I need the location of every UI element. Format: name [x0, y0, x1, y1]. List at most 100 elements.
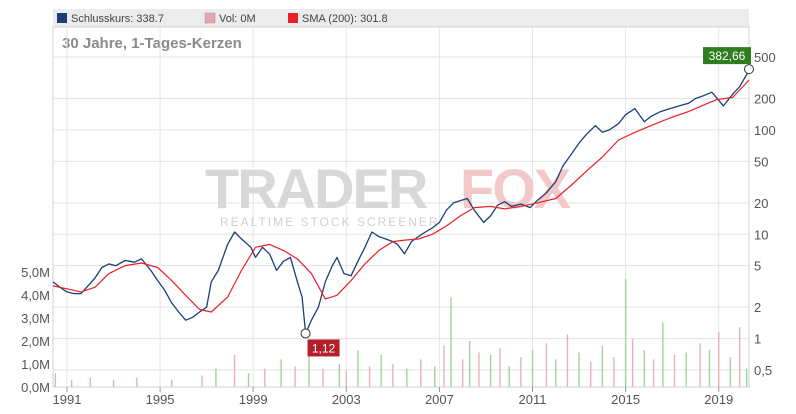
legend-bar: [53, 9, 749, 27]
volume-tick-label: 2,0M: [21, 334, 50, 349]
volume-bar: [590, 361, 592, 387]
series-line-sma: [52, 79, 750, 313]
volume-bar: [280, 359, 282, 387]
volume-bar: [70, 380, 73, 387]
legend-swatch-close[interactable]: [57, 13, 67, 23]
volume-bar: [392, 364, 394, 387]
watermark-brand-left: TRADER: [205, 157, 428, 220]
y-tick-label: 10: [754, 227, 768, 242]
volume-bar: [338, 364, 341, 387]
volume-bar: [624, 278, 627, 387]
x-tick-label: 2007: [425, 392, 454, 407]
annotation-marker: [744, 64, 754, 75]
watermark-brand-right: FOX: [460, 157, 571, 220]
x-tick-label: 1999: [239, 392, 268, 407]
y-tick-label: 50: [754, 154, 768, 169]
volume-bar: [662, 322, 664, 387]
y-tick-label: 0,5: [754, 363, 772, 378]
volume-bar: [673, 354, 676, 387]
volume-bar: [357, 350, 359, 387]
grid: [53, 27, 749, 387]
series-line-close: [52, 68, 750, 335]
volume-bar: [171, 380, 173, 387]
x-tick-label: 2003: [332, 392, 361, 407]
volume-bar: [368, 366, 371, 387]
annotations: 382,66 1,12: [300, 47, 754, 357]
annotation-badge: [307, 339, 340, 357]
volume-bar: [264, 368, 266, 387]
volume-bar: [461, 359, 464, 387]
volume-bar: [601, 345, 604, 387]
volume-bar: [531, 350, 534, 387]
volume-bar: [738, 327, 741, 387]
volume-bar: [708, 350, 711, 387]
volume-bar: [508, 366, 510, 387]
volume-bar: [699, 343, 701, 387]
volume-bar: [685, 352, 687, 387]
price-axis: 0,5 1 2 5 10 20 50 100 200 500: [754, 50, 776, 378]
annotation-marker: [300, 328, 311, 339]
volume-bar: [112, 380, 115, 387]
volume-bar: [578, 352, 580, 387]
x-tick-label: 1995: [146, 392, 175, 407]
volume-bar: [443, 345, 445, 387]
volume-bar: [468, 341, 471, 387]
volume-bar: [247, 373, 250, 387]
x-tick-label: 2019: [704, 392, 733, 407]
volume-bar: [566, 334, 569, 387]
annotation-label: 1,12: [312, 341, 336, 355]
legend-label-close[interactable]: Schlusskurs: 338.7: [71, 13, 164, 25]
y-tick-label: 200: [754, 92, 776, 107]
volume-bar: [545, 343, 548, 387]
volume-bar: [89, 377, 91, 387]
x-tick-label: 2011: [519, 392, 547, 407]
volume-bar: [643, 350, 645, 387]
volume-bar: [489, 354, 492, 387]
volume-bar: [478, 352, 480, 387]
volume-bar: [308, 354, 310, 387]
volume-axis: 0,0M 1,0M 2,0M 3,0M 4,0M 5,0M: [21, 265, 50, 395]
legend-swatch-volume[interactable]: [204, 12, 216, 24]
volume-bar: [345, 370, 347, 387]
y-tick-label: 100: [754, 123, 776, 138]
x-tick-label: 2015: [611, 392, 640, 407]
volume-tick-label: 1,0M: [21, 357, 50, 372]
volume-bar: [215, 368, 217, 387]
volume-bar: [520, 357, 522, 387]
legend-label-sma[interactable]: SMA (200): 301.8: [302, 13, 388, 25]
annotation-label: 382,66: [709, 49, 746, 63]
y-tick-label: 2: [754, 300, 761, 315]
volume-bar: [406, 368, 408, 387]
volume-tick-label: 3,0M: [21, 311, 50, 326]
volume-bar: [718, 331, 720, 387]
volume-tick-label: 0,0M: [21, 380, 50, 395]
x-tick-label: 1991: [53, 392, 82, 407]
volume-bar: [652, 359, 655, 387]
legend-label-volume[interactable]: Vol: 0M: [219, 13, 256, 25]
y-tick-label: 20: [754, 196, 768, 211]
volume-bar: [54, 373, 57, 387]
volume-bar: [233, 354, 236, 387]
volume-bar: [420, 359, 422, 387]
volume-tick-label: 4,0M: [21, 288, 50, 303]
y-tick-label: 1: [754, 332, 761, 347]
volume-bar: [555, 359, 557, 387]
volume-tick-label: 5,0M: [21, 265, 50, 280]
volume-bar: [613, 357, 615, 387]
volume-bar: [201, 375, 203, 387]
watermark-tagline: REALTIME STOCK SCREENER: [220, 215, 440, 229]
plot-area: [52, 26, 750, 388]
volume-bar: [380, 354, 382, 387]
legend-swatch-sma[interactable]: [288, 13, 298, 23]
y-tick-label: 500: [754, 50, 776, 65]
watermark-logo: TRADER FOX REALTIME STOCK SCREENER: [205, 157, 573, 229]
volume-bar: [729, 357, 732, 387]
volume-bar: [434, 366, 436, 387]
volume-bar: [294, 366, 296, 387]
volume-bar: [450, 297, 452, 387]
volume-bar: [499, 347, 501, 387]
volume-bar: [745, 368, 748, 387]
price-lines: [52, 68, 750, 335]
